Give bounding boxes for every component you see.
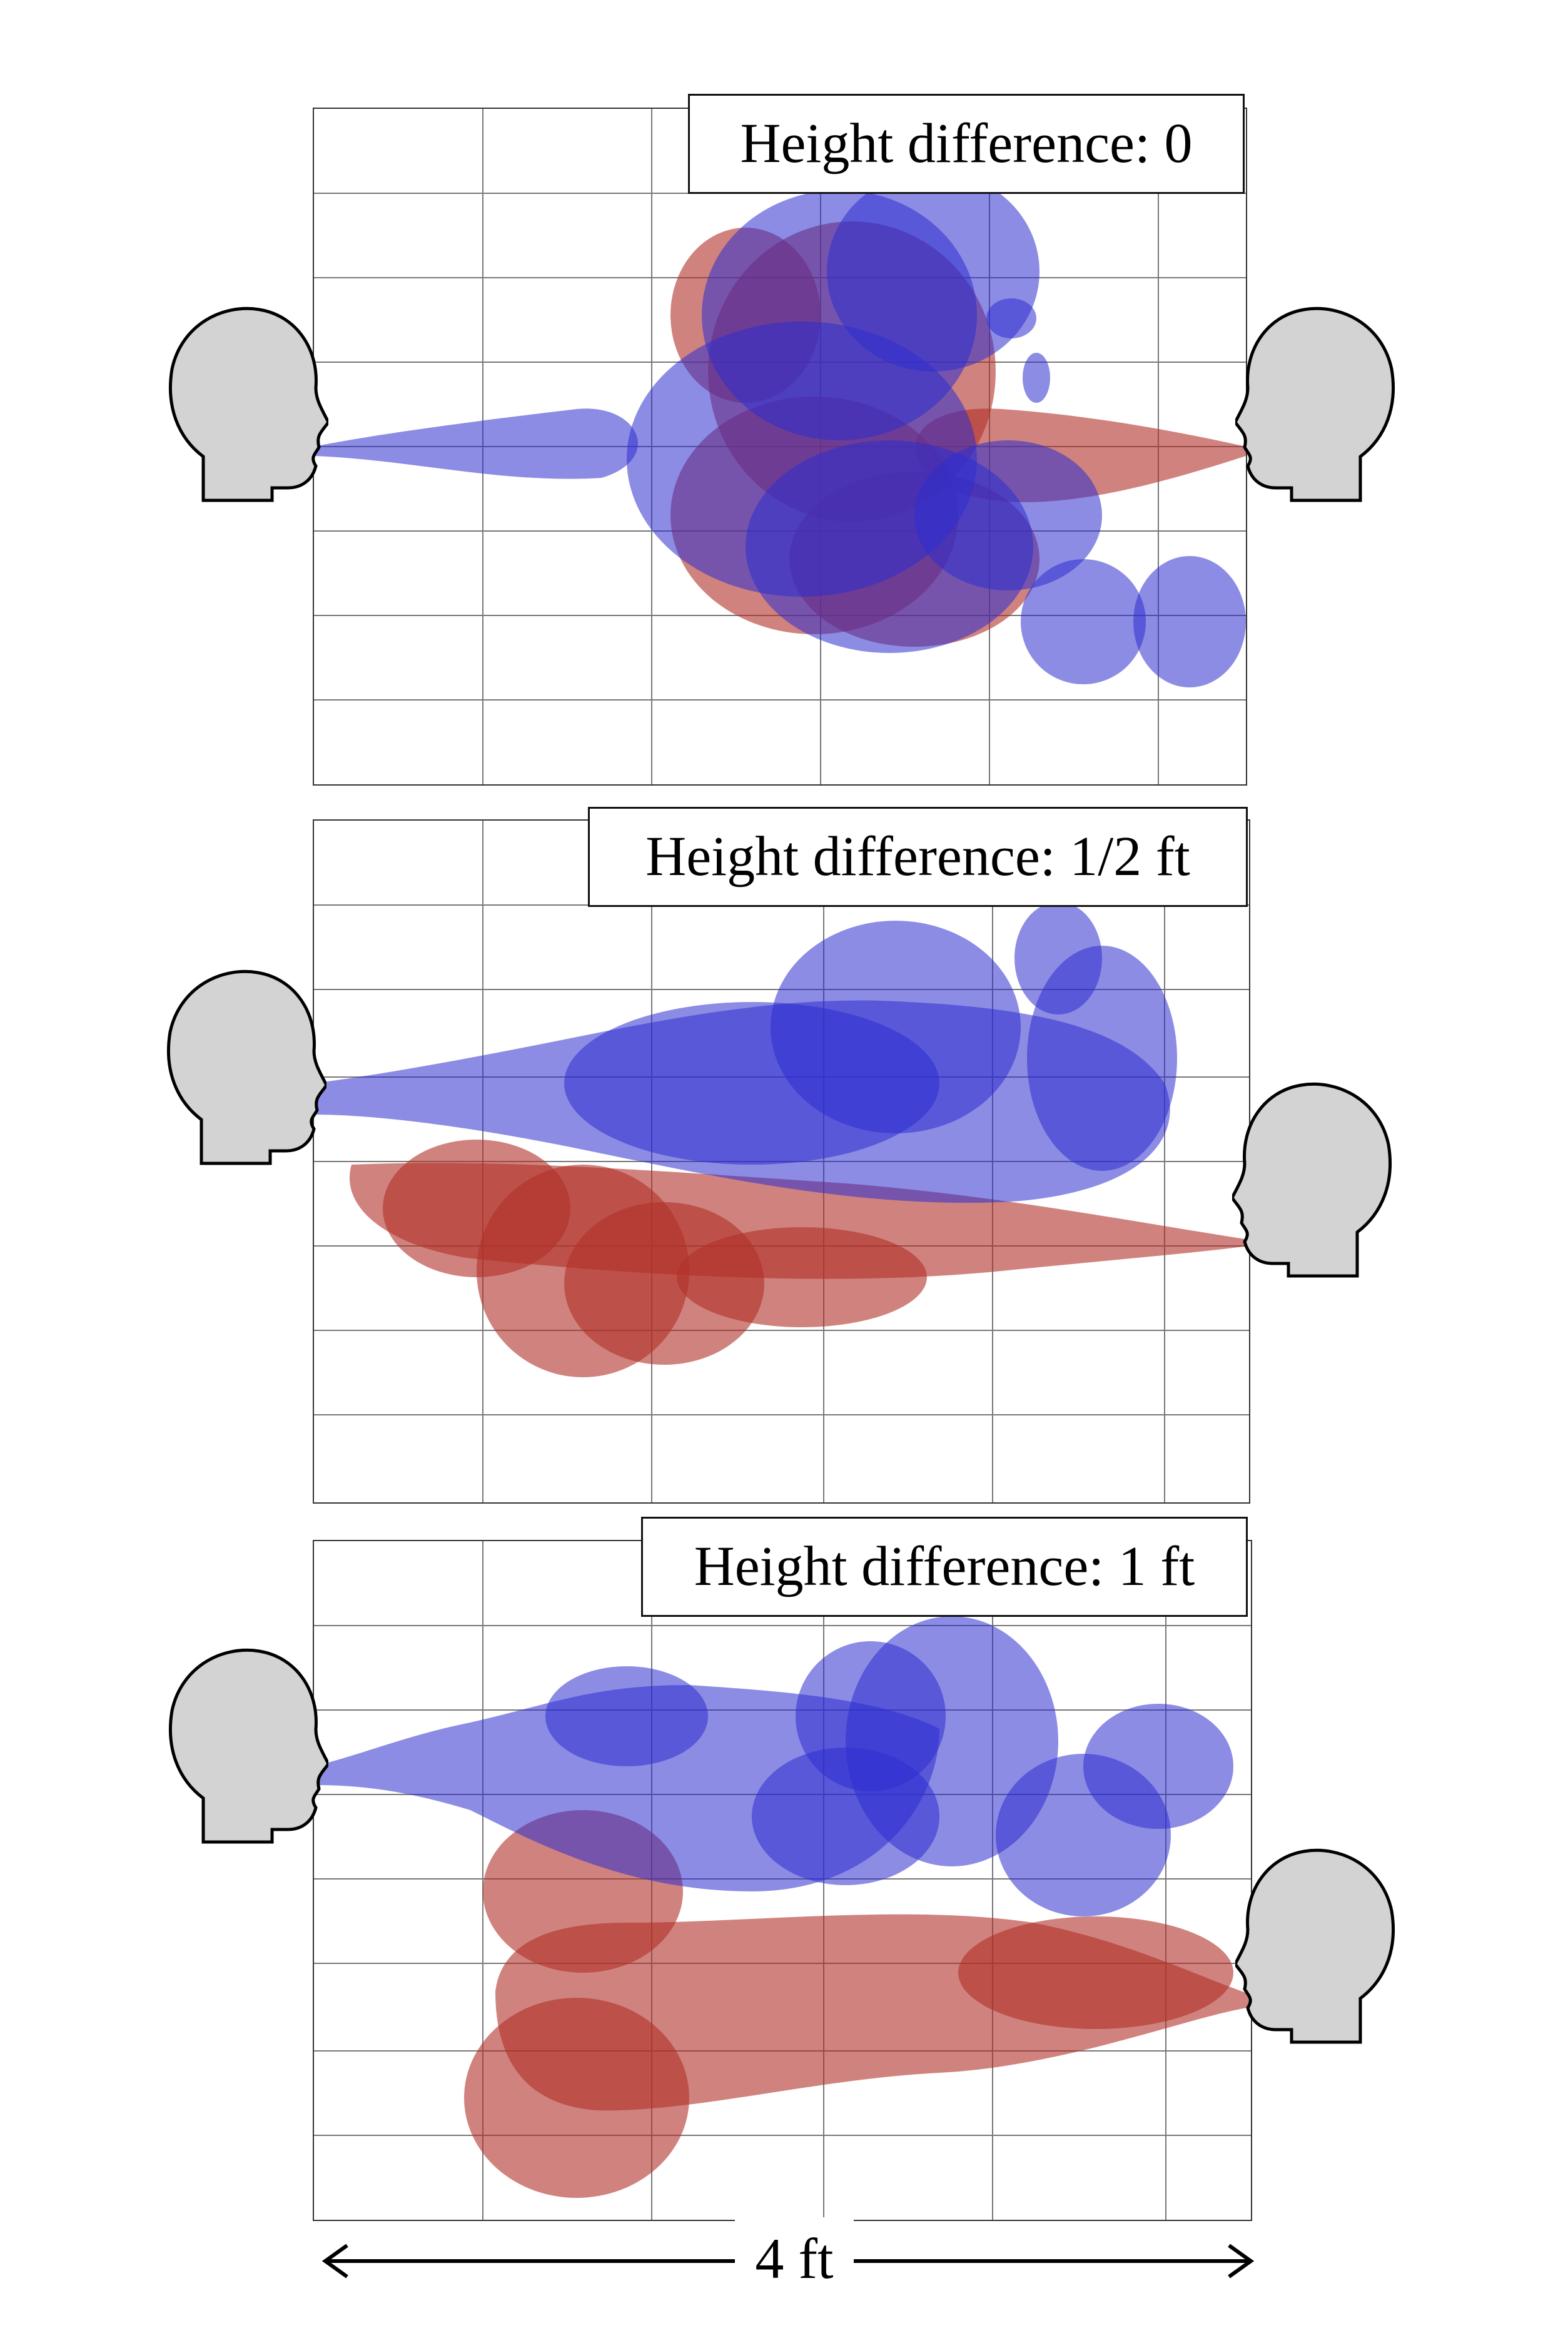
panel-height-half-ft <box>313 819 1250 1504</box>
panel-label-0: Height difference: 0 <box>688 94 1245 194</box>
plume-plot-2 <box>314 1541 1251 2220</box>
panel-height-1-ft <box>313 1540 1252 2221</box>
red-plume <box>464 1810 1251 2198</box>
head-silhouette-icon <box>1232 1082 1392 1278</box>
plume-plot-1 <box>314 821 1249 1502</box>
head-silhouette-icon <box>166 969 326 1165</box>
blue-plume <box>314 171 1246 687</box>
blue-plume <box>314 902 1177 1203</box>
plume-plot-0 <box>314 109 1246 784</box>
blue-plume <box>314 1616 1233 1916</box>
panel-height-0 <box>313 108 1247 786</box>
head-silhouette-icon <box>1235 1848 1395 2044</box>
scale-label: 4 ft <box>735 2217 854 2300</box>
panel-label-2: Height difference: 1 ft <box>641 1517 1248 1617</box>
head-silhouette-icon <box>1235 306 1395 502</box>
head-silhouette-icon <box>168 1648 328 1844</box>
head-silhouette-icon <box>168 306 328 502</box>
panel-label-1: Height difference: 1/2 ft <box>588 807 1248 907</box>
red-plume <box>349 1140 1249 1377</box>
